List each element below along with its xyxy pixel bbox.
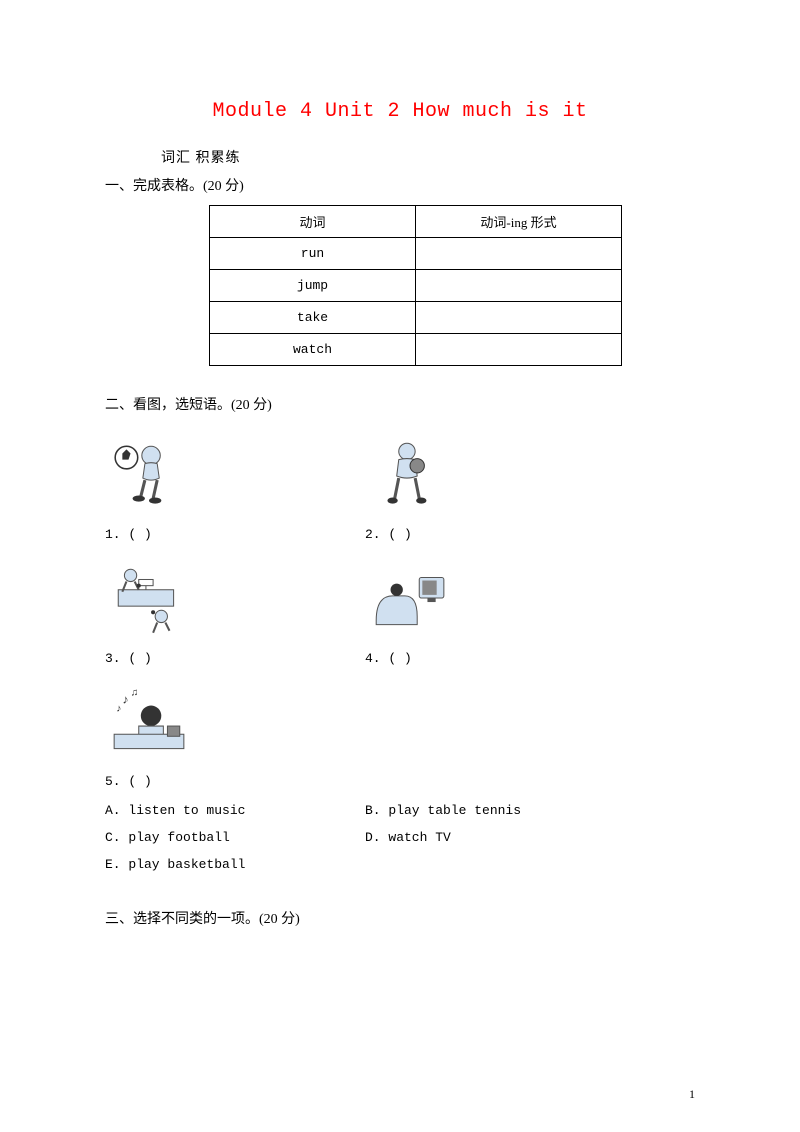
question-row-1: 1. ( ) 2. ( ) — [105, 526, 695, 542]
basketball-icon — [365, 432, 453, 520]
q2-label: 2. ( ) — [365, 527, 412, 542]
image-row-2 — [105, 556, 695, 644]
table-cell: watch — [210, 334, 416, 366]
subtitle: 词汇 积累练 — [161, 147, 695, 167]
table-row: run — [210, 238, 622, 270]
q3-label: 3. ( ) — [105, 651, 152, 666]
table-cell-blank — [416, 334, 622, 366]
option-c: C. play football — [105, 830, 365, 845]
svg-text:♫: ♫ — [131, 687, 139, 698]
image-row-1 — [105, 432, 695, 520]
table-cell-blank — [416, 238, 622, 270]
option-e: E. play basketball — [105, 857, 365, 872]
table-header-ing: 动词-ing 形式 — [416, 206, 622, 238]
table-cell-blank — [416, 302, 622, 334]
image-row-3: ♪♫♪ — [105, 680, 695, 768]
table-cell-blank — [416, 270, 622, 302]
table-cell: jump — [210, 270, 416, 302]
page-number: 1 — [689, 1087, 695, 1102]
option-d: D. watch TV — [365, 830, 625, 845]
table-tennis-icon — [105, 556, 193, 644]
table-row: jump — [210, 270, 622, 302]
question-row-3: 5. ( ) — [105, 774, 695, 789]
table-cell: run — [210, 238, 416, 270]
options-list: A. listen to music B. play table tennis … — [105, 803, 695, 884]
table-row: watch — [210, 334, 622, 366]
section3-heading: 三、选择不同类的一项。(20 分) — [105, 908, 695, 928]
q1-label: 1. ( ) — [105, 527, 152, 542]
verb-table: 动词 动词-ing 形式 run jump take watch — [209, 205, 622, 366]
table-row: take — [210, 302, 622, 334]
table-header-verb: 动词 — [210, 206, 416, 238]
page-title: Module 4 Unit 2 How much is it — [105, 100, 695, 123]
question-row-2: 3. ( ) 4. ( ) — [105, 650, 695, 666]
table-cell: take — [210, 302, 416, 334]
option-a: A. listen to music — [105, 803, 365, 818]
table-row: 动词 动词-ing 形式 — [210, 206, 622, 238]
watch-tv-icon — [365, 556, 453, 644]
option-b: B. play table tennis — [365, 803, 625, 818]
svg-text:♪: ♪ — [116, 704, 121, 715]
section1-heading: 一、完成表格。(20 分) — [105, 175, 695, 195]
svg-text:♪: ♪ — [122, 693, 128, 707]
q4-label: 4. ( ) — [365, 651, 412, 666]
q5-label: 5. ( ) — [105, 774, 152, 789]
football-icon — [105, 432, 193, 520]
section2-heading: 二、看图，选短语。(20 分) — [105, 394, 695, 414]
listen-music-icon: ♪♫♪ — [105, 680, 193, 768]
